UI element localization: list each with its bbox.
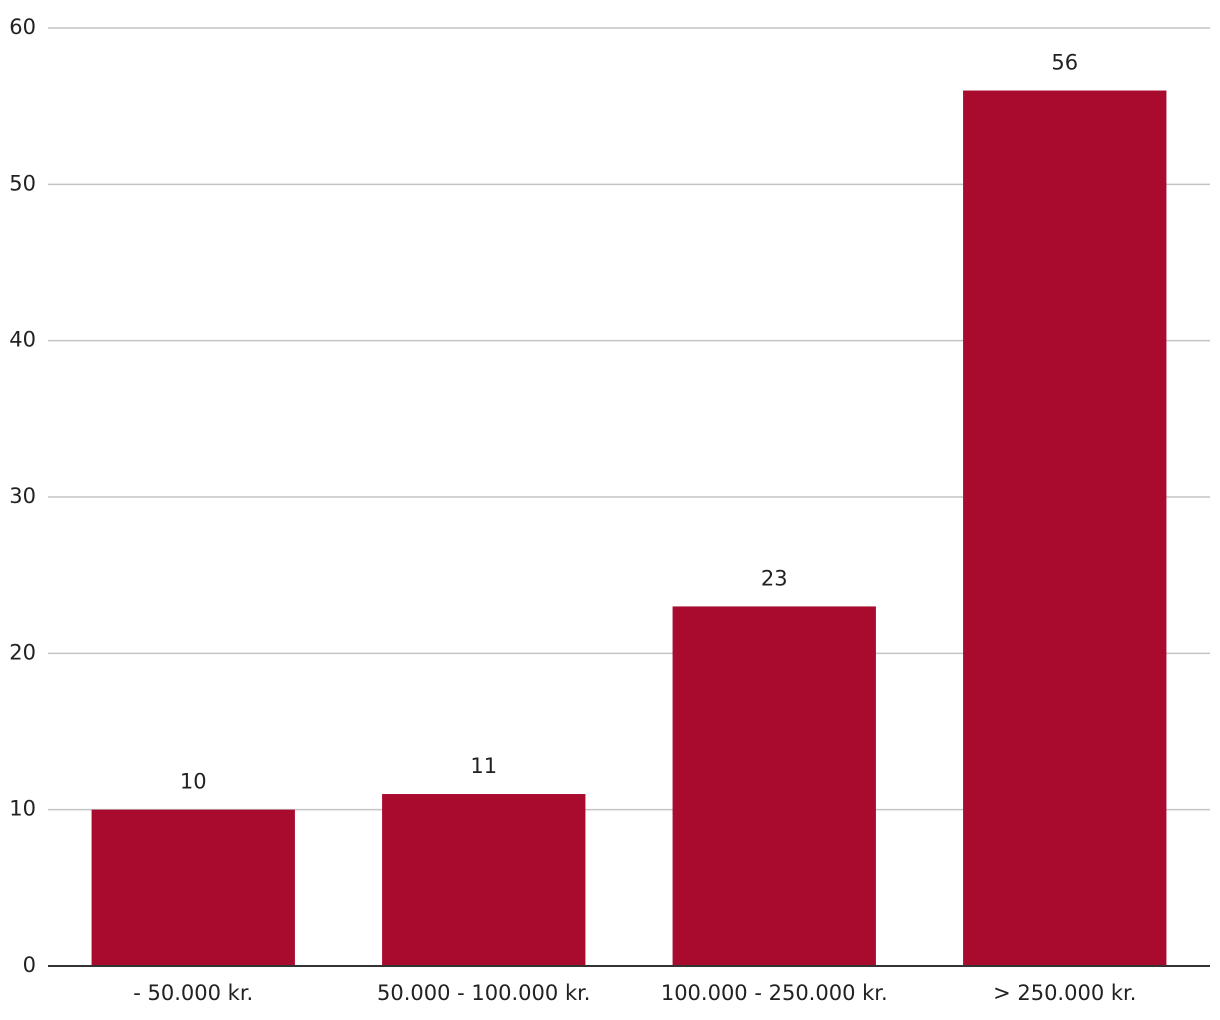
x-tick-label: 100.000 - 250.000 kr. (661, 981, 888, 1005)
data-label: 56 (1051, 51, 1078, 75)
bar (382, 794, 586, 966)
y-tick-label: 50 (9, 171, 36, 195)
x-tick-label: 50.000 - 100.000 kr. (377, 981, 590, 1005)
y-tick-label: 40 (9, 328, 36, 352)
bar (963, 90, 1167, 967)
data-label: 11 (470, 754, 497, 778)
data-label: 10 (180, 770, 207, 794)
y-tick-label: 60 (9, 15, 36, 39)
y-tick-label: 20 (9, 640, 36, 664)
y-tick-label: 0 (23, 953, 36, 977)
data-label: 23 (761, 566, 788, 590)
y-tick-label: 10 (9, 797, 36, 821)
bar (672, 606, 876, 966)
y-tick-label: 30 (9, 484, 36, 508)
bar (91, 809, 295, 966)
x-tick-label: > 250.000 kr. (993, 981, 1136, 1005)
x-tick-label: - 50.000 kr. (133, 981, 253, 1005)
